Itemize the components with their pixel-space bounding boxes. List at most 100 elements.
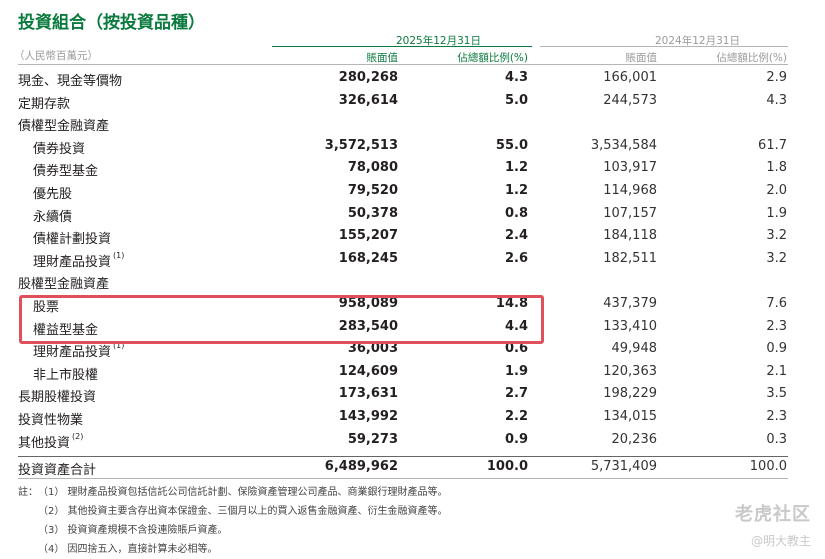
row-prev-value: 182,511 <box>603 250 657 266</box>
watermark: 老虎社区 @明大教主 <box>735 500 811 549</box>
row-prev-value: 133,410 <box>603 318 657 334</box>
row-prev-pct: 1.8 <box>766 160 787 176</box>
row-cur-value: 326,614 <box>338 92 398 108</box>
row-cur-value: 280,268 <box>338 70 398 85</box>
table-row: 股權型金融資產 <box>0 273 825 295</box>
row-label: 現金、現金等價物 <box>18 74 123 89</box>
row-label: 權益型基金 <box>33 322 99 338</box>
row-label: 債券投資 <box>33 141 86 157</box>
table-row: 現金、現金等價物 280,268 4.3 166,001 2.9 <box>0 70 825 92</box>
col-book-value-current: 賬面值 <box>366 52 399 64</box>
row-cur-pct: 1.2 <box>504 160 528 176</box>
row-label: 債權型金融資產 <box>18 119 110 135</box>
table-row: 投資性物業 143,992 2.2 134,015 2.3 <box>0 409 825 431</box>
row-label: 理財產品投資 <box>33 345 112 361</box>
watermark-author: @明大教主 <box>750 534 811 548</box>
row-prev-pct: 0.3 <box>766 431 787 447</box>
row-prev-pct: 3.2 <box>766 250 787 266</box>
row-cur-pct: 4.3 <box>504 70 528 85</box>
row-prev-value: 103,917 <box>603 160 657 176</box>
row-prev-value: 114,968 <box>603 183 657 198</box>
total-cur: 6,489,962 <box>324 459 398 474</box>
row-prev-value: 166,001 <box>603 70 657 85</box>
row-prev-pct: 2.3 <box>766 318 787 334</box>
row-label: 長期股權投資 <box>18 390 97 406</box>
table-row: 長期股權投資 173,631 2.7 198,229 3.5 <box>0 386 825 408</box>
row-prev-pct: 0.9 <box>766 341 787 357</box>
table-row: 優先股 79,520 1.2 114,968 2.0 <box>0 183 825 205</box>
row-cur-pct: 2.6 <box>504 250 528 266</box>
footnote-ref: (1) <box>113 250 125 260</box>
total-label: 投資資產合計 <box>18 463 97 478</box>
row-label: 股權型金融資產 <box>18 277 110 293</box>
row-prev-pct: 7.6 <box>766 296 787 311</box>
row-cur-value: 3,572,513 <box>324 137 398 153</box>
row-prev-value: 437,379 <box>603 296 657 311</box>
footnote-ref: (2) <box>72 431 84 441</box>
row-prev-value: 20,236 <box>611 431 658 447</box>
row-cur-pct: 2.4 <box>504 228 528 244</box>
total-rule <box>18 456 788 457</box>
row-label: 優先股 <box>33 187 73 202</box>
col-book-value-prior: 賬面值 <box>625 52 658 64</box>
row-prev-value: 107,157 <box>603 205 657 221</box>
row-prev-value: 198,229 <box>603 386 657 402</box>
row-prev-pct: 2.3 <box>766 409 787 424</box>
row-prev-value: 49,948 <box>611 341 658 357</box>
row-label: 永續債 <box>33 209 73 225</box>
period-current-rule <box>272 46 532 47</box>
row-prev-value: 244,573 <box>603 92 657 108</box>
row-cur-value: 36,003 <box>347 341 398 357</box>
row-prev-pct: 3.2 <box>766 228 787 244</box>
table-row: 理財產品投資 (1) 36,003 0.6 49,948 0.9 <box>0 341 825 363</box>
row-cur-pct: 4.4 <box>504 318 528 334</box>
row-prev-value: 3,534,584 <box>590 137 657 153</box>
total-bottom-rule <box>18 478 788 479</box>
row-cur-value: 155,207 <box>338 228 398 244</box>
period-current: 2025年12月31日 <box>396 35 481 47</box>
period-prior: 2024年12月31日 <box>655 35 740 47</box>
table-row: 債權型金融資產 <box>0 115 825 137</box>
note-3: （3） 投資資產規模不含投連險賬戶資產。 <box>38 525 228 536</box>
row-cur-pct: 0.8 <box>504 205 528 221</box>
row-cur-pct: 2.7 <box>504 386 528 402</box>
table-row: 債券投資 3,572,513 55.0 3,534,584 61.7 <box>0 138 825 160</box>
watermark-brand: 老虎社区 <box>735 504 811 525</box>
note-1: （1） 理財產品投資包括信託公司信託計劃、保險資產管理公司產品、商業銀行理財產品… <box>38 487 448 498</box>
row-cur-value: 59,273 <box>347 431 398 447</box>
row-cur-value: 173,631 <box>338 386 398 402</box>
row-prev-pct: 4.3 <box>766 92 787 108</box>
table-row: 股票 958,089 14.8 437,379 7.6 <box>0 296 825 318</box>
row-cur-pct: 0.9 <box>504 431 528 447</box>
row-cur-pct: 1.2 <box>504 183 528 198</box>
header-rule <box>18 64 788 65</box>
table-row: 非上市股權 124,609 1.9 120,363 2.1 <box>0 364 825 386</box>
row-label: 債權計劃投資 <box>33 232 112 248</box>
row-prev-pct: 1.9 <box>766 205 787 221</box>
row-prev-value: 120,363 <box>603 363 657 379</box>
table-row: 理財產品投資 (1) 168,245 2.6 182,511 3.2 <box>0 251 825 273</box>
footnote-ref: (1) <box>113 341 125 351</box>
table-row: 債券型基金 78,080 1.2 103,917 1.8 <box>0 160 825 182</box>
row-label: 其他投資 <box>18 435 71 451</box>
row-cur-pct: 2.2 <box>504 409 528 424</box>
table-row: 其他投資 (2) 59,273 0.9 20,236 0.3 <box>0 432 825 454</box>
row-cur-value: 78,080 <box>347 160 398 176</box>
col-pct-prior: 佔總額比例(%) <box>716 52 787 64</box>
total-cur-pct: 100.0 <box>486 459 528 474</box>
table-row: 債權計劃投資 155,207 2.4 184,118 3.2 <box>0 228 825 250</box>
row-label: 理財產品投資 <box>33 254 112 270</box>
row-cur-pct: 55.0 <box>495 137 528 153</box>
row-label: 股票 <box>33 300 60 315</box>
row-prev-pct: 2.1 <box>766 363 787 379</box>
row-prev-value: 184,118 <box>603 228 657 244</box>
row-cur-value: 50,378 <box>347 205 398 221</box>
total-prev-pct: 100.0 <box>749 459 787 474</box>
row-prev-pct: 2.9 <box>766 70 787 85</box>
row-prev-pct: 2.0 <box>766 183 787 198</box>
row-prev-value: 134,015 <box>603 409 657 424</box>
row-cur-value: 283,540 <box>338 318 398 334</box>
row-label: 定期存款 <box>18 96 71 112</box>
row-label: 投資性物業 <box>18 413 84 428</box>
note-4: （4） 因四捨五入，直接計算未必相等。 <box>38 544 218 555</box>
